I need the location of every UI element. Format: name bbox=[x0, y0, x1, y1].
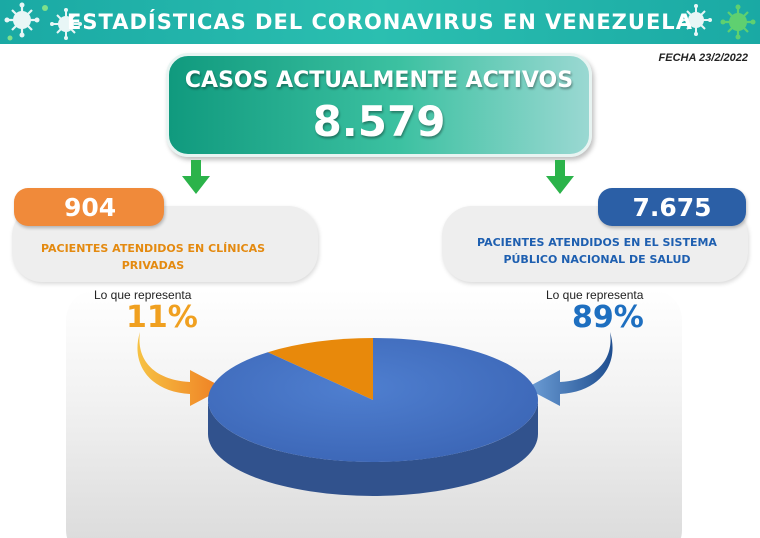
page-title: ESTADÍSTICAS DEL CORONAVIRUS EN VENEZUEL… bbox=[67, 10, 693, 34]
virus-icon bbox=[4, 2, 82, 41]
curved-arrow-right-icon bbox=[137, 332, 224, 406]
private-percent: 11% bbox=[126, 300, 198, 335]
private-count-badge: 904 bbox=[14, 188, 164, 226]
public-percent: 89% bbox=[572, 300, 644, 335]
public-label: PACIENTES ATENDIDOS EN EL SISTEMA PÚBLIC… bbox=[477, 236, 717, 266]
arrow-down-icon bbox=[182, 160, 210, 194]
active-cases-value: 8.579 bbox=[312, 97, 446, 146]
public-count-badge: 7.675 bbox=[598, 188, 746, 226]
header-banner: ESTADÍSTICAS DEL CORONAVIRUS EN VENEZUEL… bbox=[0, 0, 760, 44]
pie-side-wall bbox=[208, 400, 538, 496]
virus-icon bbox=[680, 4, 756, 40]
pie-slice-private bbox=[267, 338, 373, 400]
public-represents-label: Lo que representa bbox=[546, 288, 644, 302]
private-count: 904 bbox=[64, 192, 117, 222]
arrow-down-icon bbox=[546, 160, 574, 194]
pie-chart bbox=[207, 338, 538, 496]
public-count: 7.675 bbox=[632, 192, 712, 222]
report-date: FECHA 23/2/2022 bbox=[658, 52, 748, 64]
curved-arrow-left-icon bbox=[526, 332, 613, 406]
pie-slice-public bbox=[207, 338, 538, 462]
private-label: PACIENTES ATENDIDOS EN CLÍNICAS PRIVADAS bbox=[40, 242, 266, 272]
active-cases-label: CASOS ACTUALMENTE ACTIVOS bbox=[184, 68, 574, 93]
private-represents-label: Lo que representa bbox=[94, 288, 192, 302]
active-cases-box: CASOS ACTUALMENTE ACTIVOS 8.579 bbox=[166, 53, 592, 157]
